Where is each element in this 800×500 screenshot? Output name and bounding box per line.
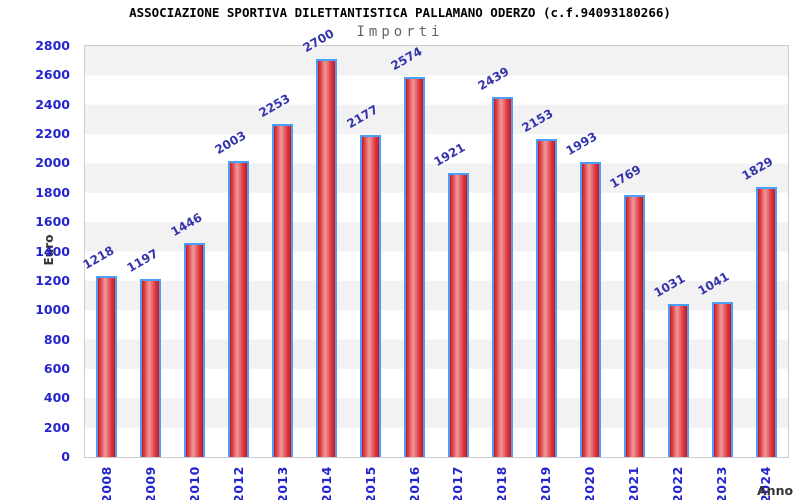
bar-value-label-2023: 1041 <box>695 269 732 299</box>
bar-2022 <box>667 304 689 457</box>
x-tick-label-2015: 2015 <box>362 466 378 500</box>
bar-2023 <box>711 302 733 457</box>
bar-2008 <box>96 276 118 457</box>
bar-2014 <box>316 59 338 457</box>
y-tick-label-2400: 2400 <box>35 96 70 112</box>
bar-value-label-2013: 2253 <box>256 91 293 121</box>
bar-2016 <box>404 77 426 457</box>
bar-2012 <box>228 161 250 457</box>
x-tick-label-2009: 2009 <box>142 466 158 500</box>
bar-value-label-2008: 1218 <box>80 243 117 273</box>
y-tick-label-2000: 2000 <box>35 155 70 171</box>
x-tick-label-2020: 2020 <box>582 466 598 500</box>
bar-2020 <box>579 162 601 457</box>
bar-value-label-2020: 1993 <box>563 129 600 159</box>
chart-subtitle: Importi <box>356 24 444 40</box>
y-tick-label-2200: 2200 <box>35 126 70 142</box>
bar-2017 <box>447 173 469 457</box>
bar-2019 <box>535 139 557 457</box>
y-tick-label-1800: 1800 <box>35 184 70 200</box>
x-axis-title: Anno <box>757 483 794 498</box>
y-tick-label-800: 800 <box>43 331 70 347</box>
x-tick-label-2022: 2022 <box>670 466 686 500</box>
x-tick-label-2010: 2010 <box>186 466 202 500</box>
bar-value-label-2022: 1031 <box>651 271 688 301</box>
y-tick-label-1000: 1000 <box>35 302 70 318</box>
bar-value-label-2016: 2574 <box>388 44 424 74</box>
bar-value-label-2012: 2003 <box>212 128 249 158</box>
bar-2018 <box>491 97 513 457</box>
x-tick-label-2023: 2023 <box>714 466 730 500</box>
plot-area: 1218 1197 1446 2003 2253 2700 2177 2574 1921 2439… <box>80 26 789 458</box>
x-tick-label-2008: 2008 <box>98 466 114 500</box>
chart-title: ASSOCIAZIONE SPORTIVA DILETTANTISTICA PA… <box>129 5 671 20</box>
y-tick-label-1600: 1600 <box>35 214 70 230</box>
y-tick-label-0: 0 <box>61 449 70 464</box>
y-tick-label-2600: 2600 <box>35 67 70 83</box>
bar-value-label-2024: 1829 <box>739 154 776 184</box>
bar-value-label-2015: 2177 <box>344 102 381 132</box>
x-tick-label-2017: 2017 <box>450 466 466 500</box>
y-tick-label-600: 600 <box>43 360 70 376</box>
bar-value-label-2009: 1197 <box>124 246 161 276</box>
bar-2024 <box>755 187 777 457</box>
bar-value-label-2010: 1446 <box>168 210 205 240</box>
bar-value-label-2019: 2153 <box>519 106 556 136</box>
bar-2015 <box>360 135 382 457</box>
x-tick-label-2019: 2019 <box>538 466 554 500</box>
y-tick-label-200: 200 <box>43 419 70 435</box>
x-tick-label-2016: 2016 <box>406 466 422 500</box>
x-tick-label-2012: 2012 <box>230 466 246 500</box>
bar-value-label-2018: 2439 <box>475 64 512 94</box>
bar-2009 <box>140 279 162 457</box>
x-tick-label-2018: 2018 <box>494 466 510 500</box>
x-tick-label-2021: 2021 <box>626 466 642 500</box>
bar-2010 <box>184 243 206 457</box>
bar-value-label-2017: 1921 <box>431 140 468 170</box>
y-tick-label-1200: 1200 <box>35 272 70 288</box>
x-tick-label-2014: 2014 <box>318 466 334 500</box>
bar-2021 <box>623 195 645 457</box>
y-tick-label-2800: 2800 <box>35 38 70 53</box>
y-tick-label-400: 400 <box>43 390 70 406</box>
x-tick-label-2013: 2013 <box>274 466 290 500</box>
bar-value-label-2021: 1769 <box>607 162 644 192</box>
y-tick-label-1400: 1400 <box>35 243 70 259</box>
bar-2013 <box>272 124 294 457</box>
